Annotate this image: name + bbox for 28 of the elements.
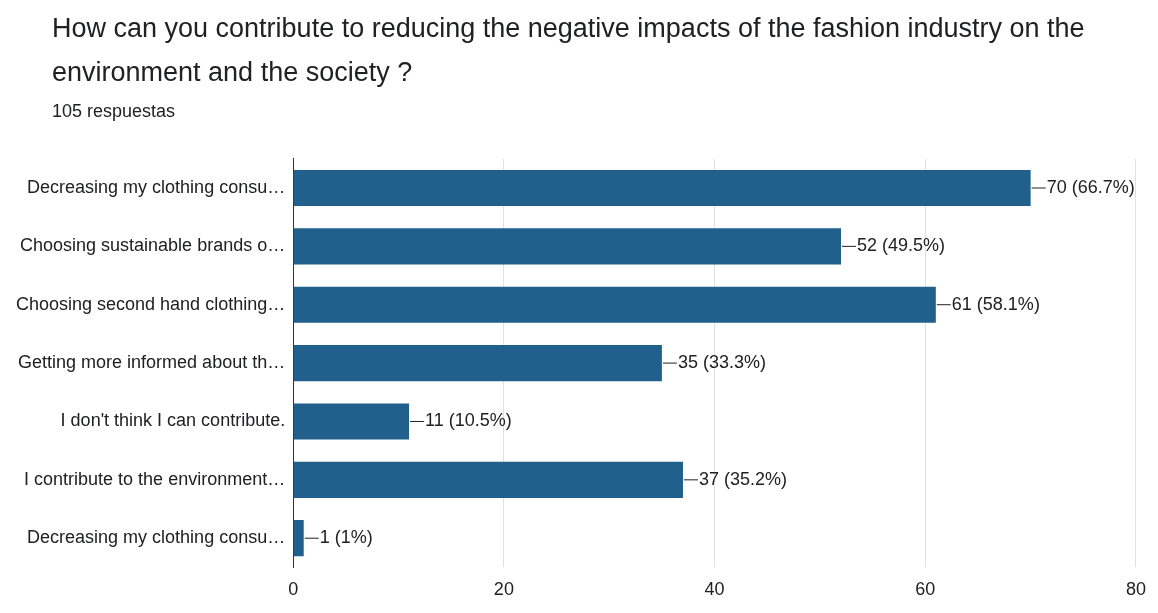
data-label: 11 (10.5%) (425, 410, 512, 431)
x-tick-label: 80 (1125, 579, 1146, 600)
y-tick-label: I don't think I can contribute. (60, 410, 286, 431)
y-tick-label: Decreasing my clothing consu… (27, 176, 286, 197)
bar (293, 345, 662, 382)
data-label: 37 (35.2%) (698, 468, 788, 489)
bar (293, 228, 842, 265)
text: 105 respuestas (52, 101, 176, 122)
x-tick-label: 60 (915, 579, 936, 600)
x-tick-label: 40 (704, 579, 725, 600)
chart-title: How can you contribute to reducing the negative impacts of the fashion industry on the environment and the society ? (52, 12, 1086, 89)
data-label: 35 (33.3%) (677, 352, 766, 373)
y-tick-label: Choosing sustainable brands o… (20, 235, 286, 256)
y-tick-label: Decreasing my clothing consu… (27, 527, 286, 548)
bar (293, 403, 410, 440)
y-tick-label: Getting more informed about th… (18, 352, 286, 373)
data-label: 1 (1%) (319, 527, 373, 548)
bar (293, 286, 936, 323)
bar (293, 520, 304, 557)
data-label: 70 (66.7%) (1046, 176, 1135, 197)
x-tick-label: 0 (288, 579, 299, 600)
data-label: 61 (58.1%) (951, 293, 1040, 314)
y-tick-label: Choosing second hand clothing… (16, 293, 286, 314)
data-label: 52 (49.5%) (857, 235, 946, 256)
bar (293, 169, 1031, 207)
bar (293, 461, 683, 498)
y-tick-label: I contribute to the environment… (24, 468, 286, 489)
x-tick-label: 20 (493, 579, 514, 600)
